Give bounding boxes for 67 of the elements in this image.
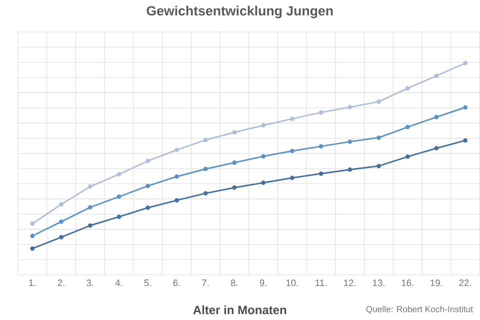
x-tick-label: 4.: [115, 280, 122, 286]
point: [174, 148, 179, 152]
point: [348, 140, 352, 144]
point: [463, 105, 468, 110]
point: [434, 115, 439, 120]
point: [59, 220, 64, 224]
chart-title: Gewichtsentwicklung Jungen: [146, 6, 333, 18]
point: [116, 194, 122, 200]
point: [376, 164, 381, 168]
point: [174, 198, 179, 203]
x-tick-label: 12.: [344, 280, 356, 286]
point: [434, 146, 439, 151]
x-tick-label: 16.: [402, 280, 414, 286]
point: [261, 123, 266, 128]
point: [30, 222, 35, 226]
point: [146, 184, 150, 188]
point: [463, 61, 468, 66]
point: [30, 234, 35, 238]
point: [88, 184, 92, 189]
point: [434, 74, 439, 78]
point: [290, 176, 294, 180]
point: [203, 138, 208, 142]
x-tick-label: 5.: [144, 280, 151, 286]
x-tick-label: 3.: [86, 280, 94, 286]
point: [146, 158, 150, 164]
point: [463, 138, 468, 143]
point: [203, 191, 208, 196]
x-tick-label: 19.: [430, 280, 442, 286]
x-tick-label: 6.: [173, 280, 180, 286]
point: [405, 124, 410, 130]
point: [88, 223, 92, 228]
x-tick-label: 9.: [260, 280, 266, 286]
point: [203, 166, 208, 172]
source-note: Quelle: Robert Koch-Institut: [366, 306, 473, 314]
point: [348, 105, 352, 110]
x-tick-label: 1.: [29, 280, 36, 286]
x-tick-label: 10.: [286, 280, 298, 286]
point: [290, 148, 294, 154]
point: [232, 160, 237, 165]
point: [261, 154, 266, 159]
point: [261, 180, 266, 186]
point: [116, 172, 122, 177]
point: [318, 172, 324, 176]
x-tick-label: 8.: [230, 280, 238, 286]
point: [376, 136, 381, 140]
point: [88, 205, 92, 210]
point: [30, 246, 35, 251]
point: [146, 206, 150, 210]
point: [232, 130, 237, 135]
point: [318, 110, 324, 115]
x-tick-label: 11.: [316, 280, 326, 286]
point: [59, 202, 64, 207]
point: [116, 214, 122, 220]
x-tick-label: 13.: [372, 280, 384, 286]
point: [232, 186, 237, 190]
point: [405, 86, 410, 91]
x-tick-label: 2.: [58, 280, 64, 286]
point: [290, 116, 294, 122]
point: [348, 168, 352, 172]
point: [318, 144, 324, 149]
x-tick-label: 7.: [202, 280, 209, 286]
x-tick-label: 22.: [459, 280, 471, 286]
point: [174, 174, 179, 179]
x-axis-title: Alter in Monaten: [193, 306, 286, 314]
point: [376, 100, 381, 104]
point: [59, 235, 64, 240]
point: [405, 154, 410, 159]
